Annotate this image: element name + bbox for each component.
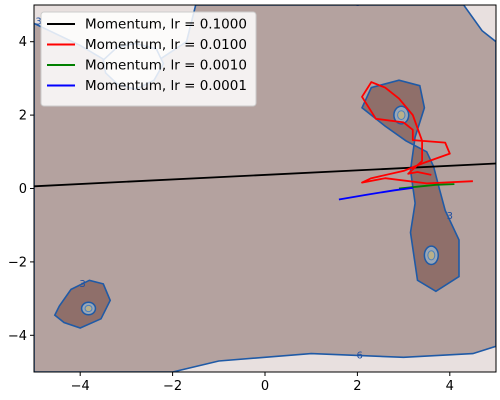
legend-entry-2: Momentum, lr = 0.0010 [85,58,247,74]
series-line-0 [34,162,496,188]
axes: −4 −2 0 2 4 −4 −2 0 2 4 [8,4,497,394]
contour-label: 6 [354,0,360,9]
contour-label: 3 [447,211,453,222]
contour-label: 3 [79,279,85,290]
legend: Momentum, lr = 0.1000 Momentum, lr = 0.01… [40,11,257,107]
contour-basin-right [361,79,460,293]
x-tick-label: 0 [261,379,269,394]
legend-entry-1: Momentum, lr = 0.0100 [85,37,247,53]
series-layer [34,81,496,201]
contour-minimum-core-1 [427,250,436,261]
x-tick-label: −4 [71,379,90,394]
contour-label: 6 [357,350,363,361]
x-tick-label: 2 [353,379,361,394]
series-line-1 [361,81,473,185]
y-tick-label: −2 [8,255,27,270]
series-group [34,81,496,201]
y-tick-label: 2 [19,109,27,124]
legend-entry-0: Momentum, lr = 0.1000 [85,17,247,33]
x-tick-label: 4 [446,379,454,394]
y-tick-label: −4 [8,329,27,344]
contour-basin-left [53,279,112,329]
x-tick-label: −2 [163,379,182,394]
contour-minimum-core-2 [84,304,93,313]
y-tick-label: 4 [19,35,27,50]
contour-label: 3 [35,17,41,28]
legend-box [40,11,257,107]
legend-entry-3: Momentum, lr = 0.0001 [85,78,247,94]
y-tick-label: 0 [19,182,27,197]
contour-minimum-core-0 [397,110,406,121]
series-line-3 [338,186,413,201]
